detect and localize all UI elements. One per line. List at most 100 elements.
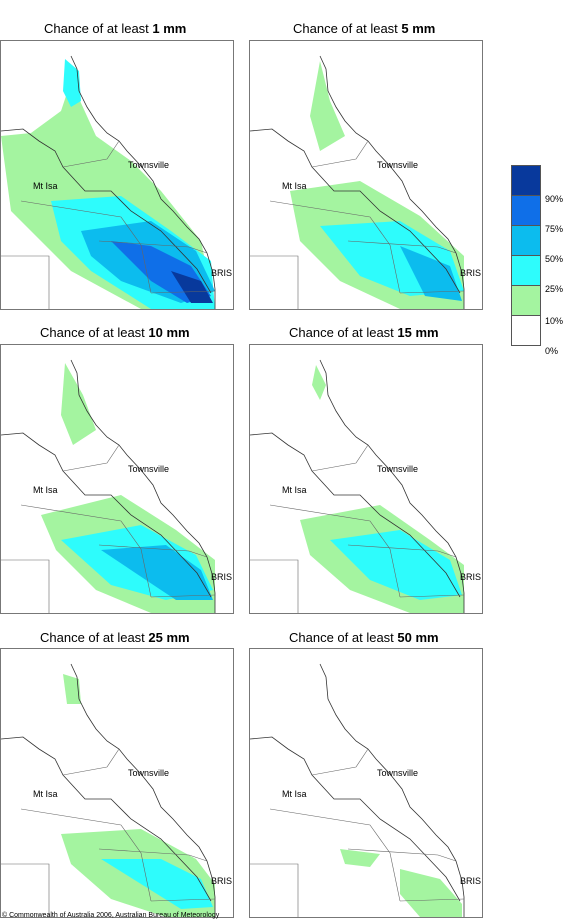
district-boundary: [347, 848, 457, 862]
district-boundary: [1, 863, 50, 917]
label-mt-isa: Mt Isa: [282, 485, 307, 495]
map-panel-25mm: Townsville Mt Isa BRIS: [0, 648, 234, 918]
label-brisbane: BRIS: [460, 268, 481, 278]
legend-swatch-75: [511, 196, 541, 226]
legend-label-75: 75%: [545, 224, 564, 234]
coastline: [70, 359, 216, 613]
legend-swatch-90: [511, 165, 541, 196]
copyright-footer: © Commonwealth of Australia 2006, Austra…: [2, 912, 220, 919]
probability-zone-10pct: [310, 61, 345, 151]
legend-label-10: 10%: [545, 316, 564, 326]
panel-title-15mm: Chance of at least 15 mm: [289, 325, 439, 340]
probability-legend: [511, 165, 541, 346]
map-15mm: Townsville Mt Isa BRIS: [250, 359, 481, 613]
district-boundary: [250, 559, 299, 613]
probability-zone-10pct: [340, 849, 380, 867]
district-boundary: [150, 594, 216, 598]
district-boundary: [98, 240, 208, 254]
label-townsville: Townsville: [377, 464, 418, 474]
legend-label-0: 0%: [545, 346, 559, 356]
label-townsville: Townsville: [128, 160, 169, 170]
probability-zone-25pct: [330, 530, 462, 600]
legend-swatch-25: [511, 256, 541, 286]
probability-zone-90pct: [171, 271, 213, 303]
map-panel-50mm: Townsville Mt Isa BRIS: [249, 648, 483, 918]
label-mt-isa: Mt Isa: [282, 789, 307, 799]
label-mt-isa: Mt Isa: [282, 181, 307, 191]
probability-zone-10pct: [312, 365, 326, 400]
district-boundary: [399, 290, 465, 294]
label-townsville: Townsville: [377, 160, 418, 170]
map-10mm: Townsville Mt Isa BRIS: [1, 359, 232, 613]
district-boundary: [269, 200, 401, 294]
state-boundary: [250, 736, 461, 902]
map-1mm: Townsville Mt Isa BRIS: [1, 55, 232, 309]
panel-title-10mm: Chance of at least 10 mm: [40, 325, 190, 340]
district-boundary: [150, 898, 216, 902]
panel-title-25mm: Chance of at least 25 mm: [40, 630, 190, 645]
district-boundary: [269, 808, 401, 902]
district-boundary: [20, 200, 152, 294]
district-boundary: [399, 594, 465, 598]
district-boundary: [250, 863, 299, 917]
legend-swatch-50: [511, 226, 541, 256]
legend-label-50: 50%: [545, 254, 564, 264]
probability-zone-50pct: [101, 545, 213, 600]
district-boundary: [269, 504, 401, 598]
district-boundary: [20, 504, 152, 598]
coastline: [319, 55, 465, 309]
label-brisbane: BRIS: [211, 876, 232, 886]
label-brisbane: BRIS: [460, 572, 481, 582]
label-townsville: Townsville: [128, 464, 169, 474]
label-brisbane: BRIS: [211, 268, 232, 278]
label-townsville: Townsville: [128, 768, 169, 778]
district-boundary: [1, 255, 50, 309]
panel-title-50mm: Chance of at least 50 mm: [289, 630, 439, 645]
probability-zone-10pct: [61, 363, 96, 445]
legend-label-25: 25%: [545, 284, 564, 294]
state-boundary: [1, 432, 212, 598]
map-5mm: Townsville Mt Isa BRIS: [250, 55, 481, 309]
map-panel-15mm: Townsville Mt Isa BRIS: [249, 344, 483, 614]
coastline: [70, 663, 216, 917]
coastline: [70, 55, 216, 309]
district-boundary: [62, 748, 120, 776]
district-boundary: [62, 444, 120, 472]
district-boundary: [1, 559, 50, 613]
legend-swatch-10: [511, 286, 541, 316]
map-panel-5mm: Townsville Mt Isa BRIS: [249, 40, 483, 310]
probability-zone-10pct: [400, 869, 462, 917]
district-boundary: [250, 255, 299, 309]
state-boundary: [1, 128, 212, 294]
state-boundary: [250, 128, 461, 294]
probability-zone-50pct: [400, 246, 462, 301]
panel-title-1mm: Chance of at least 1 mm: [44, 21, 187, 36]
probability-zone-10pct: [63, 674, 81, 704]
label-mt-isa: Mt Isa: [33, 789, 58, 799]
state-boundary: [1, 736, 212, 902]
legend-swatch-0: [511, 316, 541, 346]
state-boundary: [250, 432, 461, 598]
label-brisbane: BRIS: [460, 876, 481, 886]
map-25mm: Townsville Mt Isa BRIS: [1, 663, 232, 917]
legend-label-90: 90%: [545, 194, 564, 204]
coastline: [319, 663, 465, 917]
probability-zone-25pct: [63, 59, 81, 107]
map-panel-1mm: Townsville Mt Isa BRIS: [0, 40, 234, 310]
district-boundary: [347, 544, 457, 558]
district-boundary: [311, 140, 369, 168]
district-boundary: [20, 808, 152, 902]
label-mt-isa: Mt Isa: [33, 485, 58, 495]
district-boundary: [62, 140, 120, 168]
district-boundary: [98, 848, 208, 862]
district-boundary: [399, 898, 465, 902]
label-townsville: Townsville: [377, 768, 418, 778]
label-mt-isa: Mt Isa: [33, 181, 58, 191]
map-panel-10mm: Townsville Mt Isa BRIS: [0, 344, 234, 614]
district-boundary: [311, 748, 369, 776]
label-brisbane: BRIS: [211, 572, 232, 582]
district-boundary: [347, 240, 457, 254]
map-50mm: Townsville Mt Isa BRIS: [250, 663, 481, 917]
district-boundary: [150, 290, 216, 294]
probability-zone-25pct: [101, 859, 213, 909]
